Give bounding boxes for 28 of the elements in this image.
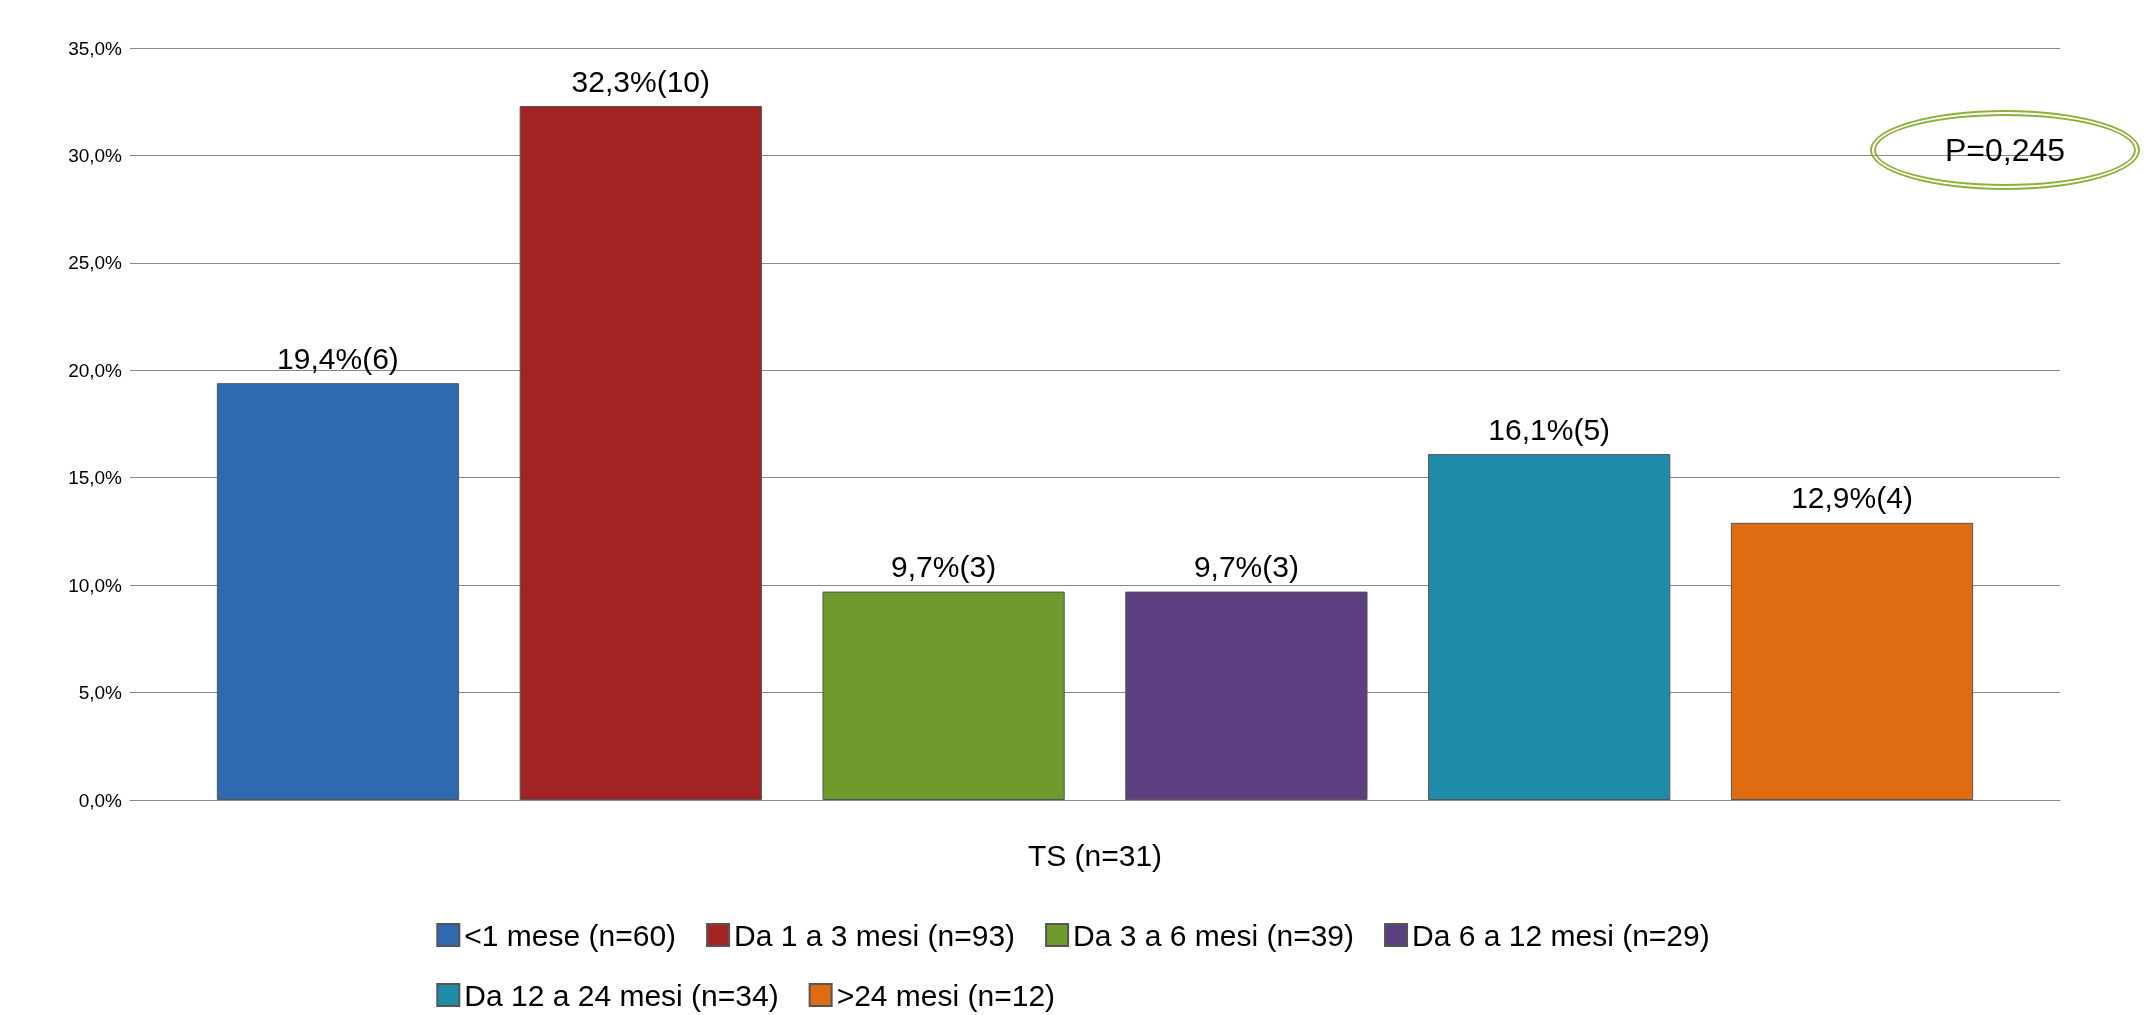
y-tick-label: 25,0% [68,252,123,274]
data-label: 16,1%(5) [1488,412,1611,446]
legend-label: Da 12 a 24 mesi (n=34) [464,978,779,1012]
bar [1125,591,1368,800]
legend-label: Da 6 a 12 mesi (n=29) [1412,918,1710,952]
legend-label: Da 3 a 6 mesi (n=39) [1073,918,1355,952]
data-label: 19,4%(6) [277,341,399,375]
oval-outline: P=0,245 [1870,110,2140,190]
y-tick-label: 10,0% [68,574,123,596]
y-tick-label: 35,0% [68,37,123,59]
data-label: 9,7%(3) [891,550,997,584]
legend-label: >24 mesi (n=12) [836,978,1056,1012]
legend-label: <1 mese (n=60) [464,918,677,952]
y-tick-label: 5,0% [78,682,123,704]
x-tick-label: TS (n=31) [1027,838,1163,872]
bar [822,591,1065,800]
data-label: 9,7%(3) [1193,550,1299,584]
data-label: 12,9%(4) [1791,481,1913,515]
legend-label: Da 1 a 3 mesi (n=93) [734,918,1016,952]
bar [1730,522,1974,800]
y-tick-label: 30,0% [68,144,123,166]
y-tick-label: 0,0% [78,789,123,811]
bar [216,383,460,800]
y-tick-label: 20,0% [68,359,123,381]
bar [1428,454,1671,800]
y-tick-label: 15,0% [68,467,123,489]
bar [519,106,762,800]
data-label: 32,3%(10) [571,64,710,98]
